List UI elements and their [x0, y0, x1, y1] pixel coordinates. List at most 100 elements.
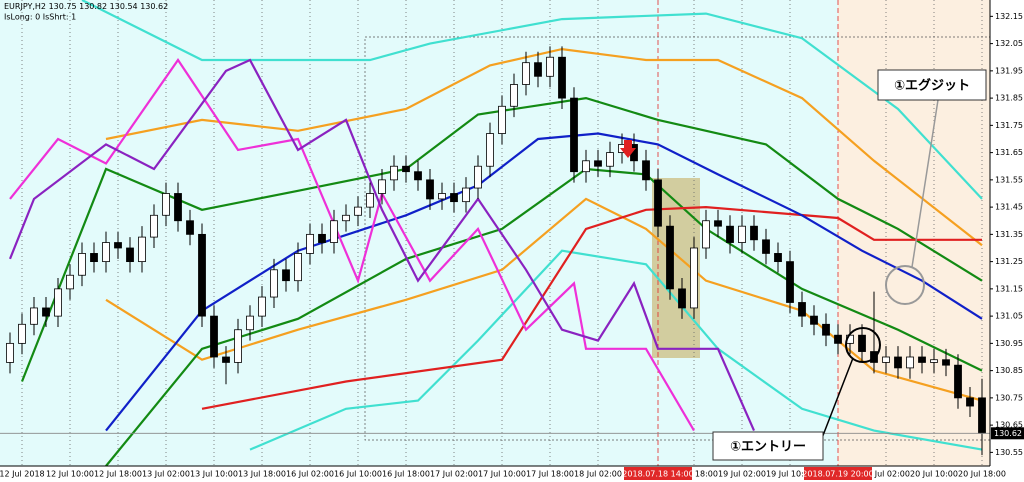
candle-body — [774, 253, 782, 263]
candle-body — [678, 288, 686, 309]
y-tick-label: 131.25 — [995, 257, 1023, 266]
candle-body — [558, 56, 566, 99]
y-tick-label: 131.15 — [995, 284, 1023, 293]
x-marker-label-bg — [804, 467, 872, 480]
candle-body — [366, 193, 374, 208]
y-tick-label: 130.75 — [995, 393, 1023, 402]
x-tick-label: 2018.07.19 20:00 — [802, 470, 873, 479]
candle-body — [954, 364, 962, 399]
candle-body — [726, 225, 734, 243]
y-tick-label: 131.45 — [995, 203, 1023, 212]
candle-body — [762, 239, 770, 254]
indicator-line — [249, 249, 983, 451]
last-high: 130.82 — [79, 2, 107, 11]
x-tick-label: 2018.07.18 14:00 — [622, 470, 693, 479]
candle-body — [462, 187, 470, 203]
candle-body — [42, 307, 50, 317]
indicator-line — [201, 205, 982, 410]
candle-body — [318, 233, 326, 243]
candle-body — [222, 356, 230, 363]
candle-body — [894, 356, 902, 369]
indicator-line — [8, 58, 756, 432]
candle-body — [390, 165, 398, 181]
x-tick-label: 16 Jul 18:00 — [382, 470, 430, 479]
candle-body — [546, 56, 554, 77]
entry-box — [712, 431, 824, 461]
price-box — [991, 427, 1024, 440]
candle-body — [942, 359, 950, 366]
status: IsLong: 0 IsShrt: 1 — [4, 13, 76, 22]
exit-circle — [885, 265, 925, 305]
candle-body — [510, 84, 518, 107]
candle-body — [102, 242, 110, 263]
indicator-line — [20, 96, 983, 382]
candle-body — [282, 269, 290, 282]
y-tick-label: 131.35 — [995, 230, 1023, 239]
candle-body — [438, 193, 446, 200]
candle-body — [78, 253, 86, 276]
x-tick-label: 18 Jul 18:00 — [670, 470, 718, 479]
candle-body — [690, 247, 698, 309]
candle-body — [486, 133, 494, 167]
candle-body — [666, 225, 674, 290]
last-close: 130.62 — [140, 2, 168, 11]
entry-label: ①エントリー — [730, 440, 806, 455]
candle-body — [198, 233, 206, 317]
x-tick-label: 16 Jul 02:00 — [286, 470, 334, 479]
x-tick-label: 17 Jul 18:00 — [526, 470, 574, 479]
y-tick-label: 130.85 — [995, 366, 1023, 375]
candle-body — [606, 152, 614, 167]
candle-body — [126, 247, 134, 263]
candle-body — [342, 214, 350, 222]
candle-body — [354, 206, 362, 216]
candle-body — [918, 356, 926, 363]
candle-body — [378, 179, 386, 194]
x-tick-label: 20 Jul 02:00 — [862, 470, 910, 479]
candle-body — [654, 179, 662, 227]
candle-body — [210, 315, 218, 358]
candle-body — [54, 288, 62, 317]
candle-body — [702, 220, 710, 249]
x-tick-label: 12 Jul 2018 — [0, 470, 45, 479]
x-tick-label: 20 Jul 10:00 — [910, 470, 958, 479]
candle-body — [174, 193, 182, 222]
x-tick-label: 12 Jul 18:00 — [94, 470, 142, 479]
x-tick-label: 17 Jul 10:00 — [478, 470, 526, 479]
range-box — [364, 36, 991, 441]
candle-body — [858, 334, 866, 352]
candle-body — [18, 323, 26, 344]
candle-body — [978, 397, 986, 434]
candle-body — [834, 334, 842, 344]
candle-body — [810, 315, 818, 325]
y-tick-label: 130.95 — [995, 339, 1023, 348]
exit-label: ①エグジット — [894, 78, 970, 94]
header: EURJPY,H2 130.75 130.82 130.54 130.62 — [4, 2, 168, 11]
candle-body — [90, 253, 98, 263]
x-tick-label: 20 Jul 18:00 — [958, 470, 1006, 479]
candle-body — [450, 193, 458, 203]
last-low: 130.54 — [110, 2, 138, 11]
y-tick-label: 130.65 — [995, 421, 1023, 430]
y-tick-label: 131.05 — [995, 312, 1023, 321]
x-axis-area — [0, 466, 1024, 482]
y-tick-label: 131.55 — [995, 175, 1023, 184]
candle-body — [330, 220, 338, 243]
candle-body — [30, 307, 38, 325]
candle-body — [474, 165, 482, 189]
entry-circle — [845, 327, 881, 363]
exit-pointer — [911, 99, 939, 268]
candle-body — [786, 261, 794, 303]
price-label: 130.62 — [994, 429, 1022, 438]
y-tick-label: 131.65 — [995, 148, 1023, 157]
x-tick-label: 17 Jul 02:00 — [430, 470, 478, 479]
candle-body — [642, 160, 650, 181]
candle-body — [414, 171, 422, 181]
candle-body — [66, 274, 74, 290]
candle-body — [534, 62, 542, 77]
candle-body — [402, 165, 410, 173]
x-tick-label: 13 Jul 18:00 — [238, 470, 286, 479]
candle-body — [270, 269, 278, 298]
candle-body — [930, 359, 938, 363]
candle-body — [906, 356, 914, 369]
